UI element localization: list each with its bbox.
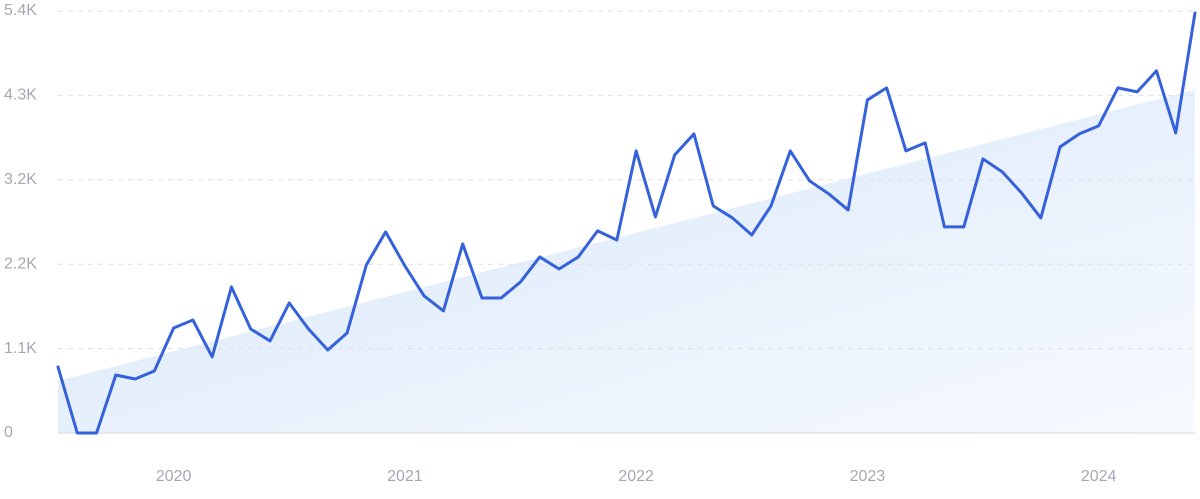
y-tick-label: 5.4K: [4, 2, 37, 19]
y-tick-label: 4.3K: [4, 87, 37, 104]
y-tick-label: 2.2K: [4, 255, 37, 272]
trend-area: [58, 89, 1195, 433]
x-tick-label: 2022: [618, 468, 654, 485]
x-tick-label: 2021: [387, 468, 423, 485]
y-tick-label: 1.1K: [4, 340, 37, 357]
data-line: [56, 11, 1197, 435]
y-tick-label: 0: [4, 424, 13, 441]
x-tick-label: 2020: [156, 468, 192, 485]
y-tick-label: 3.2K: [4, 171, 37, 188]
x-tick-label: 2023: [850, 468, 886, 485]
x-tick-label: 2024: [1081, 468, 1117, 485]
